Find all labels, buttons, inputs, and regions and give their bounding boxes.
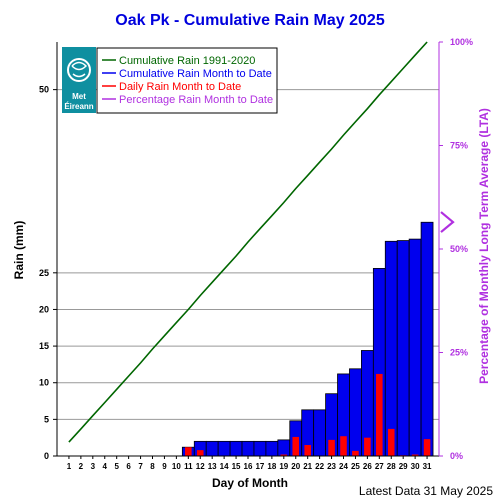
x-tick-label: 25 bbox=[351, 462, 360, 471]
x-tick-label: 28 bbox=[387, 462, 396, 471]
x-tick-label: 7 bbox=[138, 462, 143, 471]
cumulative-bar bbox=[217, 440, 231, 457]
y-axis-label: Rain (mm) bbox=[12, 221, 26, 280]
daily-bar bbox=[376, 373, 383, 456]
y2-axis-ticks: 0% 25% 50% 75% 100% bbox=[439, 37, 473, 461]
legend-box bbox=[96, 47, 278, 114]
x-tick-label: 22 bbox=[315, 462, 324, 471]
x-tick-label: 17 bbox=[255, 462, 264, 471]
cumulative-bar bbox=[396, 240, 410, 457]
x-tick-label: 6 bbox=[126, 462, 131, 471]
cumulative-bar bbox=[265, 440, 279, 457]
y-tick-label: 25 bbox=[39, 268, 49, 278]
legend-label: Percentage Rain Month to Date bbox=[119, 94, 273, 106]
x-tick-label: 27 bbox=[375, 462, 384, 471]
percentage-chevron bbox=[440, 211, 455, 233]
x-tick-label: 20 bbox=[291, 462, 300, 471]
y-tick-label: 50 bbox=[39, 85, 49, 95]
y-tick-label: 5 bbox=[44, 414, 49, 424]
daily-bar bbox=[423, 439, 431, 456]
x-tick-label: 15 bbox=[232, 462, 241, 471]
cumulative-bar bbox=[253, 440, 267, 457]
x-tick-label: 3 bbox=[91, 462, 96, 471]
x-tick-label: 11 bbox=[184, 462, 193, 471]
x-tick-label: 16 bbox=[244, 462, 253, 471]
x-tick-label: 4 bbox=[103, 462, 108, 471]
cumulative-bar bbox=[229, 440, 243, 457]
logo-text-eireann: Éireann bbox=[64, 102, 93, 111]
lta-cumulative-line bbox=[68, 41, 428, 443]
x-tick-label: 2 bbox=[79, 462, 84, 471]
y-tick-label: 0 bbox=[44, 451, 49, 461]
y2-axis-label: Percentage of Monthly Long Term Average … bbox=[477, 108, 491, 384]
legend-label: Cumulative Rain Month to Date bbox=[119, 68, 272, 80]
cumulative-bar bbox=[384, 240, 398, 457]
x-tick-label: 1 bbox=[67, 462, 72, 471]
lta-line bbox=[68, 41, 428, 443]
y-axis-ticks: 0 5 10 15 20 25 50 bbox=[39, 85, 57, 461]
y-tick-label: 10 bbox=[39, 378, 49, 388]
x-tick-label: 8 bbox=[150, 462, 155, 471]
y-tick-label: 20 bbox=[39, 304, 49, 314]
x-tick-label: 14 bbox=[220, 462, 229, 471]
latest-data-footer: Latest Data 31 May 2025 bbox=[359, 484, 493, 498]
x-tick-label: 24 bbox=[339, 462, 348, 471]
daily-bar bbox=[387, 428, 395, 456]
y-tick-label: 15 bbox=[39, 341, 49, 351]
cumulative-bar bbox=[313, 409, 326, 457]
daily-bar bbox=[280, 454, 288, 456]
cumulative-bar bbox=[420, 221, 434, 457]
y2-tick-label: 50% bbox=[450, 244, 468, 254]
daily-bar bbox=[411, 454, 419, 456]
x-tick-label: 23 bbox=[327, 462, 336, 471]
logo-text-met: Met bbox=[72, 92, 86, 101]
legend-label: Daily Rain Month to Date bbox=[119, 81, 241, 93]
x-tick-label: 29 bbox=[399, 462, 408, 471]
daily-bar bbox=[328, 439, 335, 456]
daily-bar bbox=[196, 450, 204, 456]
x-tick-label: 31 bbox=[423, 462, 432, 471]
daily-bar bbox=[304, 445, 311, 456]
x-axis-ticks: 1 2 3 4 5 6 7 8 9 10 11 12 13 14 15 16 17 18 19 20 21 22 23 24 2… bbox=[67, 456, 432, 471]
daily-bar bbox=[364, 437, 371, 456]
x-tick-label: 9 bbox=[162, 462, 167, 471]
met-eireann-logo: Met Éireann bbox=[62, 47, 96, 113]
x-tick-label: 21 bbox=[303, 462, 312, 471]
daily-bar bbox=[340, 436, 347, 456]
x-tick-label: 19 bbox=[279, 462, 288, 471]
percentage-marker bbox=[440, 211, 455, 233]
cumulative-bar bbox=[408, 238, 422, 457]
y2-tick-label: 100% bbox=[450, 37, 473, 47]
daily-bar bbox=[352, 450, 359, 456]
x-tick-label: 30 bbox=[411, 462, 420, 471]
x-tick-label: 13 bbox=[208, 462, 217, 471]
x-tick-label: 12 bbox=[196, 462, 205, 471]
x-tick-label: 10 bbox=[172, 462, 181, 471]
chart-title: Oak Pk - Cumulative Rain May 2025 bbox=[115, 12, 385, 29]
cumulative-bar bbox=[277, 439, 291, 457]
cumulative-bar bbox=[241, 440, 255, 457]
daily-bar bbox=[185, 447, 192, 456]
x-axis-label: Day of Month bbox=[212, 476, 288, 490]
daily-bar bbox=[292, 436, 300, 456]
y2-tick-label: 0% bbox=[450, 451, 463, 461]
cumulative-bar bbox=[349, 368, 362, 457]
y2-tick-label: 25% bbox=[450, 348, 468, 358]
x-tick-label: 26 bbox=[363, 462, 372, 471]
y2-tick-label: 75% bbox=[450, 141, 468, 151]
legend-label: Cumulative Rain 1991-2020 bbox=[119, 55, 255, 67]
x-tick-label: 5 bbox=[114, 462, 119, 471]
cumulative-bar bbox=[205, 440, 219, 457]
x-tick-label: 18 bbox=[267, 462, 276, 471]
